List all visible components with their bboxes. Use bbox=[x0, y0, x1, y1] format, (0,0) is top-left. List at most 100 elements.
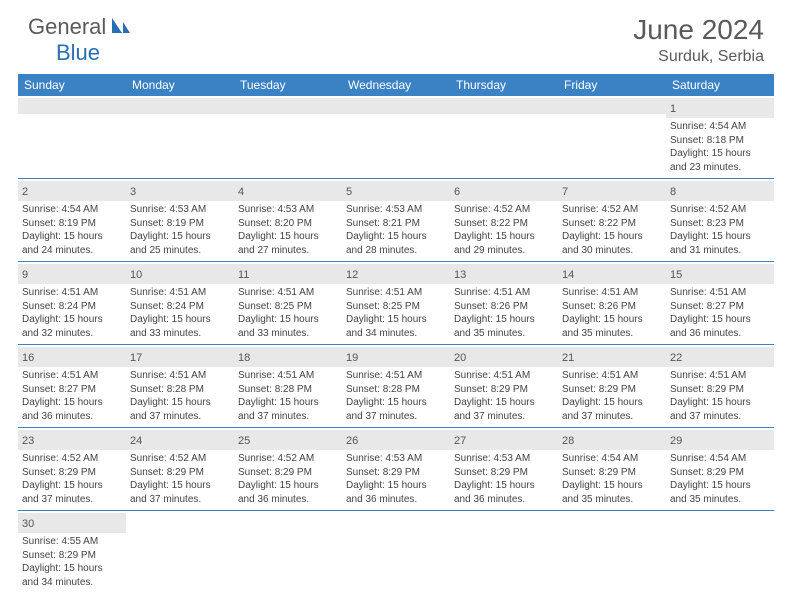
day-number-row: 27 bbox=[450, 430, 558, 450]
sunrise-line: Sunrise: 4:52 AM bbox=[238, 453, 314, 464]
sunrise-line: Sunrise: 4:51 AM bbox=[670, 287, 746, 298]
day-number-row: 24 bbox=[126, 430, 234, 450]
day-info: Sunrise: 4:51 AMSunset: 8:25 PMDaylight:… bbox=[238, 284, 338, 340]
sunset-line: Sunset: 8:28 PM bbox=[238, 384, 312, 395]
header: General June 2024 Surduk, Serbia bbox=[0, 0, 792, 74]
week-row: 16Sunrise: 4:51 AMSunset: 8:27 PMDayligh… bbox=[18, 345, 774, 428]
daylight-line: Daylight: 15 hoursand 37 minutes. bbox=[670, 397, 751, 422]
day-info: Sunrise: 4:52 AMSunset: 8:23 PMDaylight:… bbox=[670, 201, 770, 257]
sunrise-line: Sunrise: 4:54 AM bbox=[562, 453, 638, 464]
sunset-line: Sunset: 8:22 PM bbox=[454, 218, 528, 229]
daylight-line: Daylight: 15 hoursand 35 minutes. bbox=[562, 480, 643, 505]
day-cell: 27Sunrise: 4:53 AMSunset: 8:29 PMDayligh… bbox=[450, 428, 558, 510]
week-row: 2Sunrise: 4:54 AMSunset: 8:19 PMDaylight… bbox=[18, 179, 774, 262]
sunrise-line: Sunrise: 4:53 AM bbox=[130, 204, 206, 215]
day-number: 21 bbox=[562, 352, 574, 364]
day-number: 5 bbox=[346, 186, 352, 198]
sunrise-line: Sunrise: 4:51 AM bbox=[130, 370, 206, 381]
sunset-line: Sunset: 8:28 PM bbox=[346, 384, 420, 395]
sunrise-line: Sunrise: 4:51 AM bbox=[346, 370, 422, 381]
day-cell: 22Sunrise: 4:51 AMSunset: 8:29 PMDayligh… bbox=[666, 345, 774, 427]
day-info: Sunrise: 4:51 AMSunset: 8:29 PMDaylight:… bbox=[454, 367, 554, 423]
day-cell: 15Sunrise: 4:51 AMSunset: 8:27 PMDayligh… bbox=[666, 262, 774, 344]
day-number: 10 bbox=[130, 269, 142, 281]
day-info: Sunrise: 4:52 AMSunset: 8:22 PMDaylight:… bbox=[454, 201, 554, 257]
daylight-line: Daylight: 15 hoursand 37 minutes. bbox=[130, 397, 211, 422]
sunrise-line: Sunrise: 4:55 AM bbox=[22, 536, 98, 547]
day-number-row: 30 bbox=[18, 513, 126, 533]
day-info: Sunrise: 4:51 AMSunset: 8:29 PMDaylight:… bbox=[670, 367, 770, 423]
daylight-line: Daylight: 15 hoursand 35 minutes. bbox=[562, 314, 643, 339]
day-cell bbox=[558, 511, 666, 593]
sunset-line: Sunset: 8:25 PM bbox=[238, 301, 312, 312]
day-cell: 29Sunrise: 4:54 AMSunset: 8:29 PMDayligh… bbox=[666, 428, 774, 510]
day-number: 2 bbox=[22, 186, 28, 198]
sunset-line: Sunset: 8:29 PM bbox=[670, 467, 744, 478]
day-info: Sunrise: 4:53 AMSunset: 8:29 PMDaylight:… bbox=[346, 450, 446, 506]
day-cell: 28Sunrise: 4:54 AMSunset: 8:29 PMDayligh… bbox=[558, 428, 666, 510]
day-header-cell: Sunday bbox=[18, 74, 126, 96]
day-number: 12 bbox=[346, 269, 358, 281]
day-info: Sunrise: 4:52 AMSunset: 8:29 PMDaylight:… bbox=[130, 450, 230, 506]
logo-text-blue-wrap: Blue bbox=[56, 40, 100, 66]
day-info: Sunrise: 4:53 AMSunset: 8:19 PMDaylight:… bbox=[130, 201, 230, 257]
day-cell: 26Sunrise: 4:53 AMSunset: 8:29 PMDayligh… bbox=[342, 428, 450, 510]
day-number: 16 bbox=[22, 352, 34, 364]
day-cell: 5Sunrise: 4:53 AMSunset: 8:21 PMDaylight… bbox=[342, 179, 450, 261]
logo: General bbox=[28, 14, 134, 40]
sunset-line: Sunset: 8:18 PM bbox=[670, 135, 744, 146]
day-number-row: 10 bbox=[126, 264, 234, 284]
sunset-line: Sunset: 8:28 PM bbox=[130, 384, 204, 395]
day-info: Sunrise: 4:51 AMSunset: 8:29 PMDaylight:… bbox=[562, 367, 662, 423]
daylight-line: Daylight: 15 hoursand 36 minutes. bbox=[238, 480, 319, 505]
daylight-line: Daylight: 15 hoursand 36 minutes. bbox=[670, 314, 751, 339]
sunrise-line: Sunrise: 4:51 AM bbox=[454, 287, 530, 298]
day-number: 13 bbox=[454, 269, 466, 281]
day-cell: 18Sunrise: 4:51 AMSunset: 8:28 PMDayligh… bbox=[234, 345, 342, 427]
sunset-line: Sunset: 8:29 PM bbox=[454, 384, 528, 395]
title-block: June 2024 Surduk, Serbia bbox=[633, 14, 764, 66]
sunset-line: Sunset: 8:19 PM bbox=[130, 218, 204, 229]
day-number: 6 bbox=[454, 186, 460, 198]
day-info: Sunrise: 4:51 AMSunset: 8:27 PMDaylight:… bbox=[670, 284, 770, 340]
sunset-line: Sunset: 8:29 PM bbox=[454, 467, 528, 478]
day-info: Sunrise: 4:52 AMSunset: 8:29 PMDaylight:… bbox=[22, 450, 122, 506]
day-info: Sunrise: 4:54 AMSunset: 8:18 PMDaylight:… bbox=[670, 118, 770, 174]
day-number-row: 22 bbox=[666, 347, 774, 367]
daylight-line: Daylight: 15 hoursand 31 minutes. bbox=[670, 231, 751, 256]
location: Surduk, Serbia bbox=[633, 48, 764, 66]
sunrise-line: Sunrise: 4:54 AM bbox=[670, 453, 746, 464]
day-cell: 9Sunrise: 4:51 AMSunset: 8:24 PMDaylight… bbox=[18, 262, 126, 344]
day-number-row: 19 bbox=[342, 347, 450, 367]
sunset-line: Sunset: 8:24 PM bbox=[130, 301, 204, 312]
day-info: Sunrise: 4:52 AMSunset: 8:22 PMDaylight:… bbox=[562, 201, 662, 257]
daylight-line: Daylight: 15 hoursand 34 minutes. bbox=[22, 563, 103, 588]
daylight-line: Daylight: 15 hoursand 36 minutes. bbox=[22, 397, 103, 422]
day-number-row: 15 bbox=[666, 264, 774, 284]
day-info: Sunrise: 4:51 AMSunset: 8:24 PMDaylight:… bbox=[22, 284, 122, 340]
day-number-row: 28 bbox=[558, 430, 666, 450]
daylight-line: Daylight: 15 hoursand 24 minutes. bbox=[22, 231, 103, 256]
daylight-line: Daylight: 15 hoursand 37 minutes. bbox=[238, 397, 319, 422]
day-cell bbox=[342, 96, 450, 178]
sunset-line: Sunset: 8:27 PM bbox=[22, 384, 96, 395]
day-header-row: SundayMondayTuesdayWednesdayThursdayFrid… bbox=[18, 74, 774, 96]
day-number-row: 2 bbox=[18, 181, 126, 201]
day-number-row: 25 bbox=[234, 430, 342, 450]
empty-day-numrow bbox=[234, 98, 342, 114]
weeks-container: 1Sunrise: 4:54 AMSunset: 8:18 PMDaylight… bbox=[18, 96, 774, 593]
day-info: Sunrise: 4:51 AMSunset: 8:27 PMDaylight:… bbox=[22, 367, 122, 423]
sunset-line: Sunset: 8:29 PM bbox=[22, 550, 96, 561]
day-number-row: 17 bbox=[126, 347, 234, 367]
week-row: 9Sunrise: 4:51 AMSunset: 8:24 PMDaylight… bbox=[18, 262, 774, 345]
day-number-row: 29 bbox=[666, 430, 774, 450]
day-info: Sunrise: 4:55 AM Sunset: 8:29 PM Daylight:… bbox=[22, 533, 122, 589]
daylight-line: Daylight: 15 hoursand 28 minutes. bbox=[346, 231, 427, 256]
day-info: Sunrise: 4:54 AMSunset: 8:29 PMDaylight:… bbox=[670, 450, 770, 506]
day-number: 27 bbox=[454, 435, 466, 447]
daylight-line: Daylight: 15 hoursand 30 minutes. bbox=[562, 231, 643, 256]
day-header-cell: Monday bbox=[126, 74, 234, 96]
daylight-line: Daylight: 15 hoursand 35 minutes. bbox=[454, 314, 535, 339]
day-number: 30 bbox=[22, 518, 34, 530]
day-info: Sunrise: 4:51 AM Sunset: 8:28 PM Daylight:… bbox=[130, 367, 230, 423]
